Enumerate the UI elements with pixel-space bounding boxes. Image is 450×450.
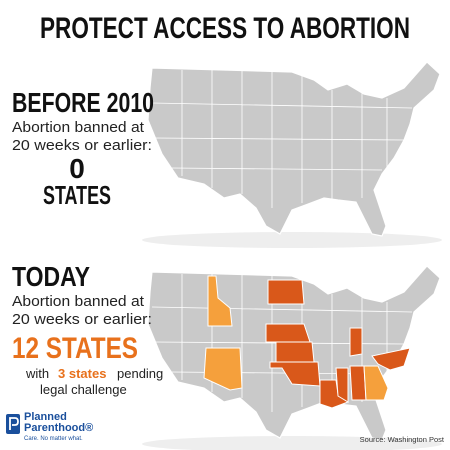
today-note-line2: legal challenge (40, 382, 127, 397)
today-count: 12 STATES (12, 332, 138, 365)
before-subtitle-line: Abortion banned at (12, 119, 145, 136)
map-shadow (142, 232, 442, 248)
map-today (142, 265, 442, 450)
today-note-suffix: pending (117, 366, 163, 381)
us-map (147, 61, 441, 237)
state-arizona (203, 347, 243, 391)
state-kansas (275, 341, 315, 363)
state-georgia (363, 365, 389, 401)
state-idaho (207, 275, 233, 327)
today-heading: TODAY (12, 261, 90, 292)
logo-tagline: Care. No matter what. (24, 436, 83, 442)
map-before (142, 61, 442, 248)
before-count: 0 (69, 153, 85, 184)
state-north-carolina (371, 347, 411, 371)
source: Source: Washington Post (360, 435, 445, 444)
state-indiana (349, 327, 363, 357)
title: PROTECT ACCESS TO ABORTION (40, 12, 410, 45)
state-mississippi (335, 367, 349, 403)
logo-name: Parenthood® (24, 422, 93, 434)
logo-icon-glyph (9, 417, 19, 430)
today-subtitle-line: 20 weeks or earlier: (12, 311, 152, 328)
before-heading: BEFORE 2010 (12, 87, 154, 118)
state-alabama (349, 365, 367, 401)
state-nebraska (265, 323, 311, 343)
map-shadow (142, 436, 442, 450)
logo-name: Planned (24, 411, 67, 423)
today-subtitle-line: Abortion banned at (12, 293, 145, 310)
state-oklahoma (269, 361, 321, 387)
before-unit: STATES (43, 180, 111, 210)
state-north-dakota (267, 279, 305, 305)
today-note-prefix: with (25, 366, 49, 381)
today-note-highlight: 3 states (58, 366, 106, 381)
state-borders (151, 70, 413, 208)
before-subtitle-line: 20 weeks or earlier: (12, 137, 152, 154)
